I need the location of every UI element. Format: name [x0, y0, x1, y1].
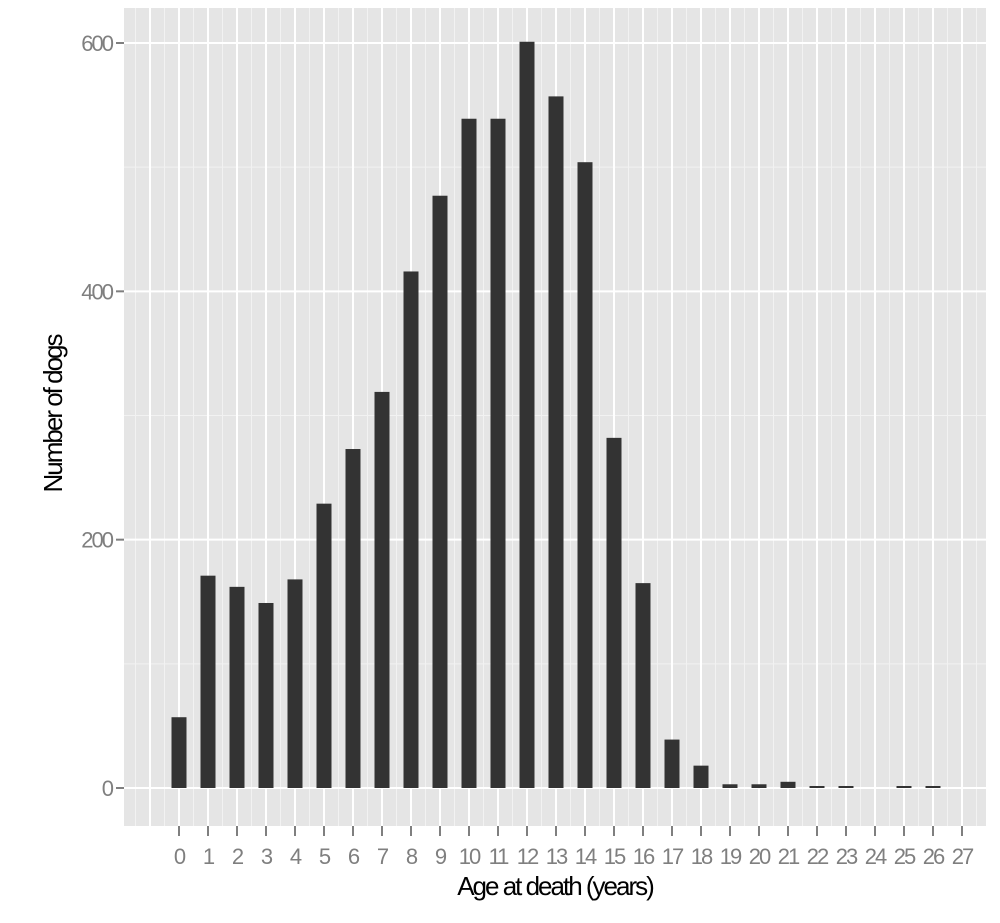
x-tick-label: 2	[232, 844, 244, 869]
bar-age-25	[896, 786, 912, 788]
x-tick-label: 4	[290, 844, 302, 869]
bar-age-17	[664, 739, 680, 788]
x-tick-label: 7	[377, 844, 389, 869]
bar-age-4	[287, 579, 303, 788]
bar-age-7	[374, 391, 390, 788]
y-tick-label: 0	[102, 776, 114, 801]
x-tick-label: 24	[865, 844, 887, 869]
x-tick-label: 5	[319, 844, 331, 869]
bar-age-22	[809, 786, 825, 788]
bar-age-13	[548, 96, 564, 789]
bar-age-9	[432, 195, 448, 789]
bars	[171, 41, 941, 789]
x-tick-label: 25	[894, 844, 916, 869]
y-tick-label: 200	[81, 528, 113, 553]
bar-age-19	[722, 784, 738, 788]
bar-age-8	[403, 271, 419, 788]
y-tick-label: 400	[81, 279, 113, 304]
x-tick-label: 16	[633, 844, 655, 869]
x-tick-label: 18	[691, 844, 713, 869]
bar-age-2	[229, 586, 245, 788]
x-tick-label: 22	[807, 844, 829, 869]
bar-age-18	[693, 765, 709, 788]
bar-age-3	[258, 602, 274, 788]
x-tick-label: 8	[406, 844, 418, 869]
y-tick-label: 600	[81, 31, 113, 56]
x-tick-label: 26	[923, 844, 945, 869]
bar-age-6	[345, 449, 361, 788]
bar-age-21	[780, 781, 796, 788]
bar-age-26	[925, 786, 941, 788]
x-tick-label: 15	[604, 844, 626, 869]
x-tick-label: 9	[435, 844, 447, 869]
bar-age-1	[200, 575, 216, 788]
bar-age-14	[577, 162, 593, 788]
y-axis-title: Number of dogs	[38, 334, 68, 493]
x-tick-label: 10	[459, 844, 481, 869]
x-tick-label: 0	[174, 844, 186, 869]
x-tick-label: 19	[720, 844, 742, 869]
bar-age-20	[751, 784, 767, 788]
x-tick-label: 17	[662, 844, 684, 869]
bar-age-5	[316, 503, 332, 788]
x-tick-label: 21	[778, 844, 800, 869]
bar-age-12	[519, 41, 535, 788]
x-axis-title: Age at death (years)	[457, 871, 654, 901]
x-tick-label: 11	[489, 844, 510, 869]
x-tick-label: 23	[836, 844, 858, 869]
bar-age-11	[490, 118, 506, 788]
bar-age-16	[635, 583, 651, 788]
bar-age-10	[461, 118, 477, 788]
bar-age-23	[838, 786, 854, 788]
x-tick-label: 1	[203, 844, 215, 869]
bar-age-15	[606, 437, 622, 788]
y-axis: 0 200 400 600	[81, 31, 124, 801]
x-tick-label: 27	[952, 844, 974, 869]
bar-age-0	[171, 717, 187, 788]
x-tick-label: 3	[261, 844, 273, 869]
x-tick-label: 20	[749, 844, 771, 869]
x-tick-label: 14	[575, 844, 597, 869]
x-tick-label: 6	[348, 844, 360, 869]
x-axis: 0 1 2 3 4 5 6 7 8 9 10 11 12 13 14 15 16 17 18 19 20 21 22 23 24…	[174, 826, 976, 869]
minor-gridlines	[124, 8, 986, 826]
x-tick-label: 12	[517, 844, 539, 869]
x-tick-label: 13	[546, 844, 568, 869]
